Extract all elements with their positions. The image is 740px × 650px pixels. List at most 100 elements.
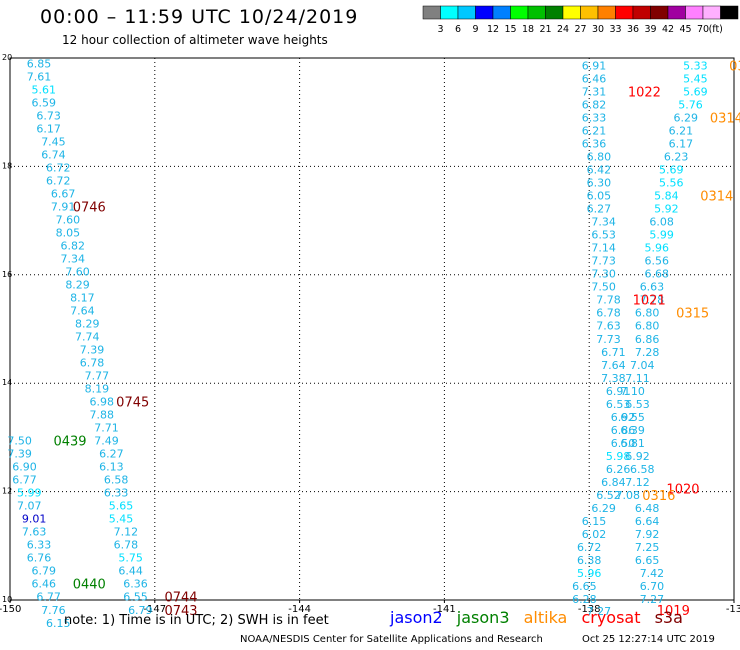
wave-height-value: 6.44 — [118, 565, 143, 578]
wave-height-value: 6.84 — [601, 476, 626, 489]
x-tick-label: -144 — [288, 604, 311, 615]
wave-height-value: 6.71 — [601, 346, 626, 359]
wave-height-value: 7.11 — [625, 372, 650, 385]
wave-height-value: 7.42 — [640, 567, 665, 580]
wave-height-value: 7.50 — [7, 435, 32, 448]
wave-height-value: 7.91 — [51, 201, 76, 214]
wave-height-value: 6.46 — [32, 578, 57, 591]
colorbar-label: (ft) — [709, 24, 723, 35]
note-text: note: 1) Time is in UTC; 2) SWH is in fe… — [64, 613, 329, 628]
wave-height-value: 5.98 — [606, 450, 631, 463]
chart-title: 00:00 – 11:59 UTC 10/24/2019 — [40, 6, 359, 28]
wave-height-value: 6.80 — [635, 320, 660, 333]
wave-height-value: 6.36 — [123, 578, 148, 591]
y-tick-label: 14 — [2, 378, 12, 387]
wave-height-value: 6.53 — [606, 398, 631, 411]
wave-height-value: 5.96 — [645, 242, 670, 255]
pass-time-label: 0743 — [164, 604, 197, 619]
wave-height-value: 6.86 — [611, 424, 636, 437]
legend-altika: altika — [523, 608, 568, 627]
colorbar-label: 36 — [627, 24, 639, 35]
wave-height-value: 6.80 — [635, 307, 660, 320]
pass-time-label: 1022 — [628, 86, 661, 101]
wave-height-value: 7.77 — [85, 370, 110, 383]
wave-height-value: 6.30 — [587, 177, 612, 190]
wave-height-value: 7.25 — [635, 541, 660, 554]
wave-height-value: 6.64 — [635, 515, 660, 528]
y-tick-label: 18 — [2, 161, 12, 170]
wave-height-value: 6.80 — [587, 151, 612, 164]
wave-height-value: 7.30 — [591, 268, 616, 281]
wave-height-value: 6.02 — [582, 528, 607, 541]
wave-height-value: 5.99 — [649, 229, 674, 242]
wave-height-value: 5.99 — [17, 487, 42, 500]
colorbar-label: 39 — [644, 24, 656, 35]
wave-height-value: 5.76 — [678, 99, 703, 112]
wave-height-value: 6.13 — [99, 461, 124, 474]
colorbar-label: 45 — [679, 24, 691, 35]
wave-height-value: 8.05 — [56, 227, 81, 240]
wave-height-value: 6.53 — [591, 229, 616, 242]
wave-height-value: 7.60 — [65, 266, 90, 279]
wave-height-value: 6.33 — [27, 539, 52, 552]
y-tick-label: 12 — [2, 487, 12, 496]
wave-height-value: 9.01 — [22, 513, 47, 526]
plot-frame — [9, 57, 735, 601]
wave-height-value: 5.65 — [109, 500, 134, 513]
wave-height-value: 6.74 — [41, 148, 66, 161]
wave-height-value: 7.88 — [89, 409, 114, 422]
wave-height-value: 7.12 — [114, 526, 139, 539]
wave-height-value: 7.34 — [591, 216, 616, 229]
wave-height-value: 6.72 — [46, 174, 71, 187]
wave-height-value: 6.33 — [582, 112, 607, 125]
pass-time-label: 0745 — [116, 396, 149, 411]
wave-height-value: 7.63 — [22, 526, 47, 539]
pass-time-label: 1019 — [657, 604, 690, 619]
colorbar-label: 3 — [437, 24, 443, 35]
wave-height-value: 6.98 — [89, 396, 114, 409]
wave-height-value: 5.45 — [683, 73, 708, 86]
wave-height-value: 6.68 — [645, 268, 670, 281]
wave-height-value: 6.81 — [620, 437, 645, 450]
wave-height-value: 6.91 — [606, 385, 631, 398]
colorbar-label: 9 — [472, 24, 478, 35]
wave-height-value: 6.33 — [104, 487, 129, 500]
wave-height-value: 7.38 — [601, 372, 626, 385]
wave-height-value: 6.65 — [572, 580, 597, 593]
chart-subtitle: 12 hour collection of altimeter wave hei… — [62, 33, 328, 47]
pass-time-label: 0744 — [164, 591, 197, 606]
wave-height-value: 6.72 — [46, 161, 71, 174]
wave-height-value: 6.26 — [606, 463, 631, 476]
pass-time-label: 0314 — [710, 112, 740, 127]
pass-time-label: 0313 — [729, 60, 740, 75]
pass-time-label: 0315 — [676, 307, 709, 322]
wave-height-value: 6.38 — [577, 554, 602, 567]
wave-height-value: 6.67 — [51, 188, 76, 201]
wave-height-value: 6.79 — [32, 565, 57, 578]
wave-height-value: 7.63 — [596, 320, 621, 333]
wave-height-value: 7.76 — [41, 604, 66, 617]
legend-s3a: s3a — [654, 608, 683, 627]
legend-cryosat: cryosat — [581, 608, 641, 627]
wave-height-value: 6.56 — [645, 255, 670, 268]
colorbar-label: 18 — [522, 24, 534, 35]
wave-height-value: 6.48 — [635, 502, 660, 515]
wave-height-value: 7.08 — [616, 489, 641, 502]
x-tick-label: -138 — [578, 604, 601, 615]
wave-height-value: 7.14 — [591, 242, 616, 255]
x-tick-label: -150 — [0, 604, 21, 615]
pass-time-label: 1021 — [633, 294, 666, 309]
wave-height-value: 7.45 — [41, 135, 66, 148]
wave-height-value: 6.50 — [611, 437, 636, 450]
x-tick-label: -13 — [726, 604, 740, 615]
wave-height-value: 6.82 — [582, 99, 607, 112]
colorbar-label: 30 — [592, 24, 604, 35]
wave-height-value: 6.76 — [27, 552, 52, 565]
wave-height-value: 6.90 — [12, 461, 37, 474]
wave-height-value: 6.27 — [99, 448, 124, 461]
wave-height-value: 6.39 — [620, 424, 645, 437]
wave-height-value: 6.63 — [640, 281, 665, 294]
colorbar-legend: 3 6 9 12 15 18 21 24 27 30 33 36 39 42 45 70 (ft) — [422, 5, 739, 35]
wave-height-value: 8.29 — [75, 318, 100, 331]
